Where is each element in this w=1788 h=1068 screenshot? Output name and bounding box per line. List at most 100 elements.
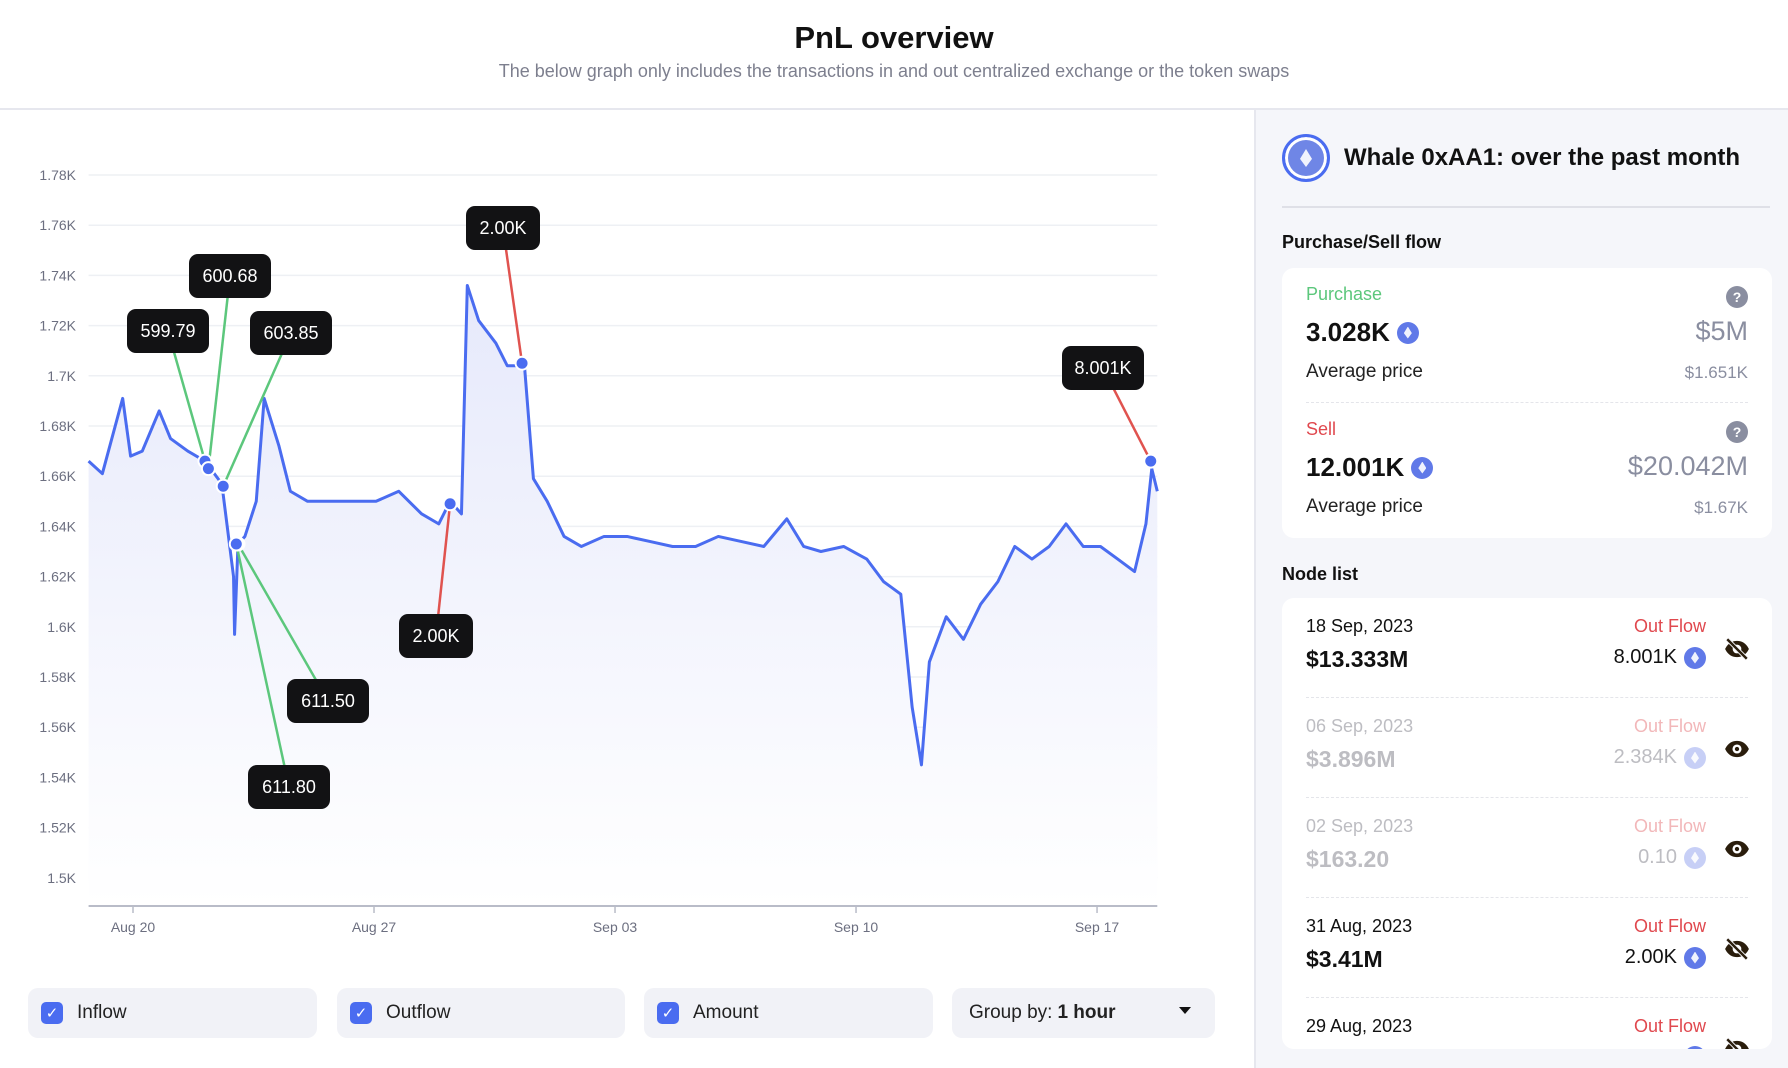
- panel-title: Whale 0xAA1: over the past month: [1344, 144, 1741, 171]
- purchase-amount: 3.028K: [1306, 317, 1419, 348]
- page-header: PnL overview The below graph only includ…: [0, 0, 1788, 110]
- price-line: [87, 283, 1159, 767]
- y-tick-label: 1.6K: [47, 619, 76, 635]
- inflow-toggle[interactable]: ✓ Inflow: [28, 988, 317, 1038]
- y-tick-label: 1.76K: [39, 217, 76, 233]
- annotation-label-box: [466, 206, 540, 250]
- node-flow-type: Out Flow: [1633, 1016, 1706, 1036]
- eye-slash-icon[interactable]: [1724, 636, 1750, 662]
- x-tick-label: Sep 10: [834, 919, 879, 935]
- y-tick-label: 1.66K: [39, 468, 76, 484]
- price-area: [88, 285, 1158, 906]
- help-icon[interactable]: ?: [1726, 421, 1748, 443]
- node-list-item: 02 Sep, 2023 $163.20 Out Flow 0.10: [1282, 798, 1772, 898]
- node-eth-amount: 2.384K: [1614, 746, 1706, 769]
- annotation-label-box: [248, 765, 330, 809]
- avg-price-label: Average price: [1306, 496, 1423, 517]
- inflow-marker: [200, 461, 216, 477]
- help-icon[interactable]: ?: [1726, 286, 1748, 308]
- outflow-marker: [442, 496, 458, 512]
- ethereum-icon: [1684, 846, 1706, 869]
- annotation-label: 611.50: [301, 691, 355, 711]
- annotation-label-box: [287, 679, 369, 723]
- group-by-select[interactable]: Group by: 1 hour: [952, 988, 1215, 1038]
- page-subtitle: The below graph only includes the transa…: [498, 61, 1290, 81]
- eye-slash-icon[interactable]: [1724, 1036, 1750, 1049]
- node-eth: 2.384K: [1613, 746, 1677, 768]
- inflow-connector: [236, 543, 330, 702]
- node-eth-amount: 0.10: [1638, 846, 1706, 869]
- x-tick-label: Sep 17: [1075, 919, 1120, 935]
- node-flow-type: Out Flow: [1633, 916, 1706, 936]
- page-title: PnL overview: [794, 20, 994, 55]
- ethereum-icon: [1684, 946, 1706, 969]
- node-eth-amount: 8.001K: [1614, 646, 1706, 669]
- purchase-section: Purchase ? 3.028K $5M Average price $1.6…: [1282, 268, 1772, 403]
- sell-eth: 12.001K: [1306, 452, 1405, 482]
- x-tick-label: Aug 27: [352, 919, 397, 935]
- outflow-label: Outflow: [386, 1002, 451, 1023]
- node-eth-amount: [1677, 1046, 1706, 1049]
- caret-down-icon: [1179, 1007, 1191, 1014]
- purchase-sell-card: Purchase ? 3.028K $5M Average price $1.6…: [1282, 268, 1772, 538]
- node-date: 02 Sep, 2023: [1306, 816, 1414, 836]
- amount-label: Amount: [693, 1002, 759, 1023]
- eye-slash-icon[interactable]: [1724, 936, 1750, 962]
- node-eth: 0.10: [1638, 846, 1677, 868]
- y-tick-label: 1.5K: [47, 870, 76, 886]
- checkbox-checked-icon[interactable]: ✓: [350, 1002, 372, 1024]
- annotation-label-box: [189, 254, 271, 298]
- outflow-connector: [434, 503, 452, 637]
- node-flow-type: Out Flow: [1633, 616, 1706, 636]
- checkbox-checked-icon[interactable]: ✓: [657, 1002, 679, 1024]
- y-tick-label: 1.52K: [39, 820, 76, 836]
- x-tick-label: Aug 20: [111, 919, 156, 935]
- flow-heading: Purchase/Sell flow: [1282, 232, 1442, 252]
- y-tick-label: 1.72K: [39, 318, 76, 334]
- annotation-label-box: [250, 311, 332, 355]
- node-usd: $13.333M: [1306, 646, 1409, 672]
- purchase-avg-price: $1.651K: [1684, 363, 1748, 382]
- y-tick-label: 1.74K: [39, 267, 76, 283]
- inflow-connector: [222, 332, 293, 487]
- divider: [1282, 206, 1770, 208]
- outflow-toggle[interactable]: ✓ Outflow: [337, 988, 625, 1038]
- ethereum-icon: [1684, 646, 1706, 669]
- annotation-label: 599.79: [140, 321, 195, 341]
- amount-toggle[interactable]: ✓ Amount: [644, 988, 933, 1038]
- group-by-value: 1 hour: [1057, 1002, 1116, 1023]
- y-tick-label: 1.62K: [39, 569, 76, 585]
- node-eth: 8.001K: [1613, 646, 1677, 668]
- y-tick-label: 1.64K: [39, 518, 76, 534]
- node-date: 18 Sep, 2023: [1306, 616, 1414, 636]
- node-usd: $163.20: [1306, 846, 1390, 872]
- sell-label: Sell: [1306, 419, 1337, 439]
- node-date: 06 Sep, 2023: [1306, 716, 1414, 736]
- sell-amount: 12.001K: [1306, 452, 1434, 483]
- inflow-connector: [207, 275, 232, 469]
- avg-price-label: Average price: [1306, 361, 1423, 382]
- ethereum-icon: [1396, 321, 1419, 344]
- outflow-marker: [1143, 453, 1159, 469]
- eye-icon[interactable]: [1724, 836, 1750, 862]
- node-flow-type: Out Flow: [1633, 716, 1706, 736]
- node-usd: $3.41M: [1306, 946, 1383, 972]
- annotation-label: 8.001K: [1074, 358, 1131, 378]
- checkbox-checked-icon[interactable]: ✓: [41, 1002, 63, 1024]
- annotation-label-box: [127, 309, 209, 353]
- whale-panel: Whale 0xAA1: over the past month Purchas…: [1254, 110, 1788, 1068]
- node-list: 18 Sep, 2023 $13.333M Out Flow 8.001K 06…: [1282, 598, 1772, 1049]
- annotation-label: 600.68: [202, 266, 257, 286]
- eye-icon[interactable]: [1724, 736, 1750, 762]
- y-tick-label: 1.58K: [39, 669, 76, 685]
- ethereum-icon: [1411, 456, 1434, 479]
- node-date: 31 Aug, 2023: [1306, 916, 1413, 936]
- y-tick-label: 1.56K: [39, 719, 76, 735]
- ethereum-icon: [1282, 134, 1330, 182]
- group-by-label: Group by:: [969, 1002, 1053, 1023]
- ethereum-icon: [1684, 1046, 1706, 1049]
- annotation-label: 2.00K: [412, 626, 459, 646]
- outflow-connector: [501, 227, 524, 364]
- node-list-item: 18 Sep, 2023 $13.333M Out Flow 8.001K: [1282, 598, 1772, 698]
- inflow-connector: [235, 543, 291, 788]
